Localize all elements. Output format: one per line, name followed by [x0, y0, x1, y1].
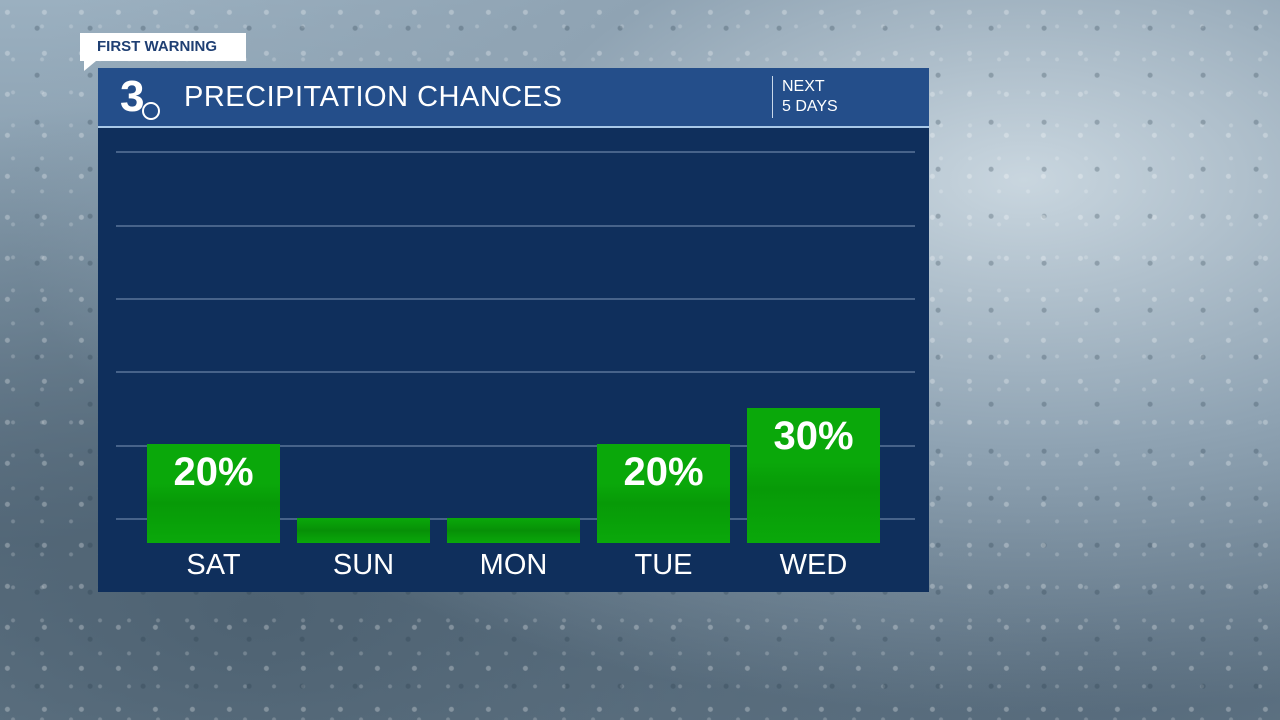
chart-panel: 3 PRECIPITATION CHANCES NEXT 5 DAYS 20% … [98, 68, 929, 592]
gridline [116, 445, 915, 447]
bar-sat: 20% [147, 444, 280, 543]
chart-header: 3 PRECIPITATION CHANCES NEXT 5 DAYS [98, 68, 929, 128]
range-label: NEXT 5 DAYS [782, 77, 838, 117]
day-label: SAT [186, 549, 241, 581]
chart-title: PRECIPITATION CHANCES [184, 81, 563, 113]
range-line1: NEXT [782, 78, 825, 95]
day-label: MON [479, 549, 548, 581]
bar-tue: 20% [597, 444, 730, 543]
logo-number: 3 [120, 72, 145, 121]
header-divider [772, 76, 773, 118]
bar-value: 30% [773, 414, 854, 458]
gridline [116, 151, 915, 153]
bar-value: 20% [623, 450, 704, 494]
first-warning-tag: FIRST WARNING [80, 33, 246, 71]
bar-wed: 30% [747, 408, 880, 543]
bar-value: 20% [173, 450, 254, 494]
station-logo-icon: 3 [120, 74, 160, 120]
day-label: TUE [634, 549, 693, 581]
eye-icon [142, 102, 160, 120]
bar-mon [447, 518, 580, 543]
day-label: WED [779, 549, 848, 581]
gridline [116, 225, 915, 227]
gridline [116, 298, 915, 300]
gridline [116, 371, 915, 373]
range-line2: 5 DAYS [782, 98, 838, 115]
bar-sun [297, 518, 430, 543]
day-label: SUN [332, 549, 395, 581]
